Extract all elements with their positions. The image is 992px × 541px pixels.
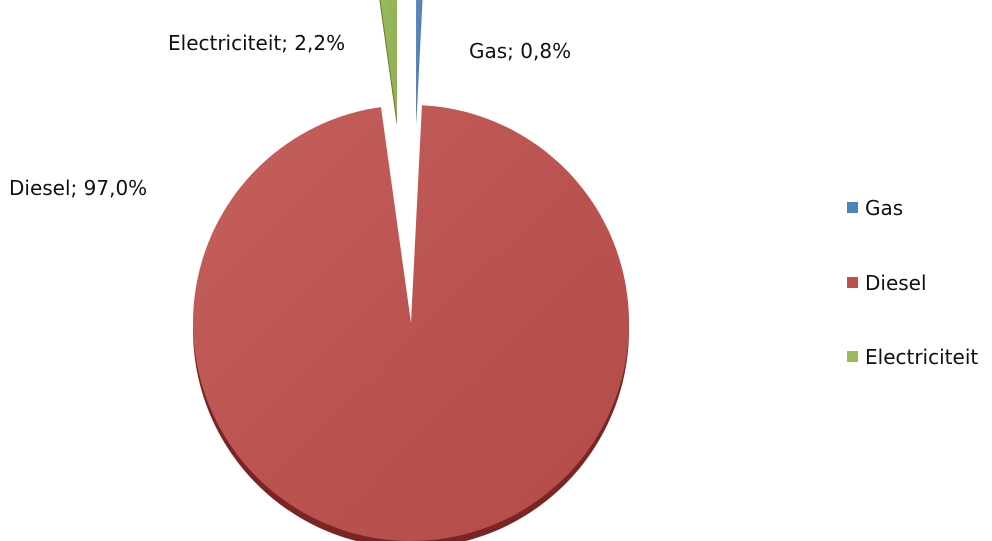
slice-shade-diesel xyxy=(193,105,629,541)
legend-swatch-diesel xyxy=(847,277,858,288)
legend-label-diesel: Diesel xyxy=(865,271,927,295)
legend-swatch-electriciteit xyxy=(847,351,858,362)
data-label-diesel: Diesel; 97,0% xyxy=(9,176,147,200)
data-label-electriciteit: Electriciteit; 2,2% xyxy=(168,31,345,55)
data-label-gas: Gas; 0,8% xyxy=(469,39,571,63)
slice-shade-gas xyxy=(416,0,423,119)
legend: Gas Diesel Electriciteit xyxy=(847,196,978,369)
pie-slices xyxy=(193,0,629,541)
legend-label-gas: Gas xyxy=(865,196,903,220)
slice-shade-electriciteit xyxy=(380,0,397,119)
legend-swatch-gas xyxy=(847,202,858,213)
legend-label-electriciteit: Electriciteit xyxy=(865,345,978,369)
